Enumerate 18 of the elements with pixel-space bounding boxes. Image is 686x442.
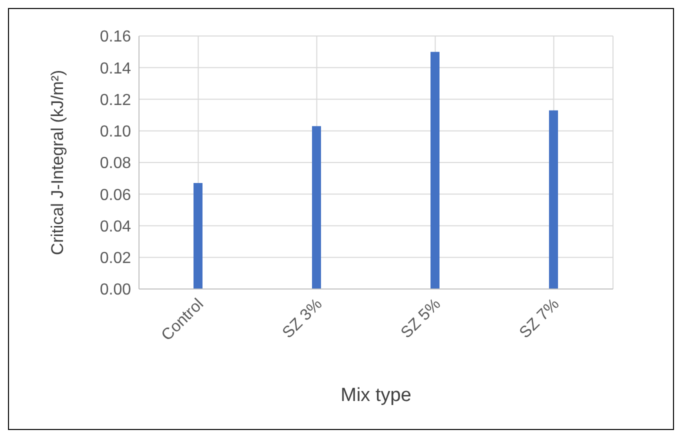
- x-axis-title: Mix type: [340, 385, 412, 406]
- y-tick-label: 0.12: [100, 92, 132, 109]
- y-tick-label: 0.02: [100, 250, 132, 268]
- bar: [312, 126, 322, 289]
- y-tick-label: 0.08: [100, 155, 132, 172]
- bar: [194, 183, 203, 289]
- y-tick-label: 0.04: [100, 218, 132, 236]
- y-tick-label: 0.00: [100, 282, 132, 299]
- y-tick-label: 0.14: [100, 60, 132, 78]
- y-tick-label: 0.06: [100, 186, 132, 204]
- x-tick-label: SZ 3%: [280, 296, 326, 342]
- bar: [549, 110, 558, 289]
- x-tick-label: SZ 7%: [516, 296, 563, 342]
- y-tick-label: 0.16: [100, 28, 132, 46]
- x-tick-label: SZ 5%: [398, 296, 444, 342]
- y-tick-label: 0.10: [100, 124, 132, 141]
- y-axis-title: Critical J-Integral (kJ/m²): [48, 70, 68, 256]
- bar: [430, 52, 440, 289]
